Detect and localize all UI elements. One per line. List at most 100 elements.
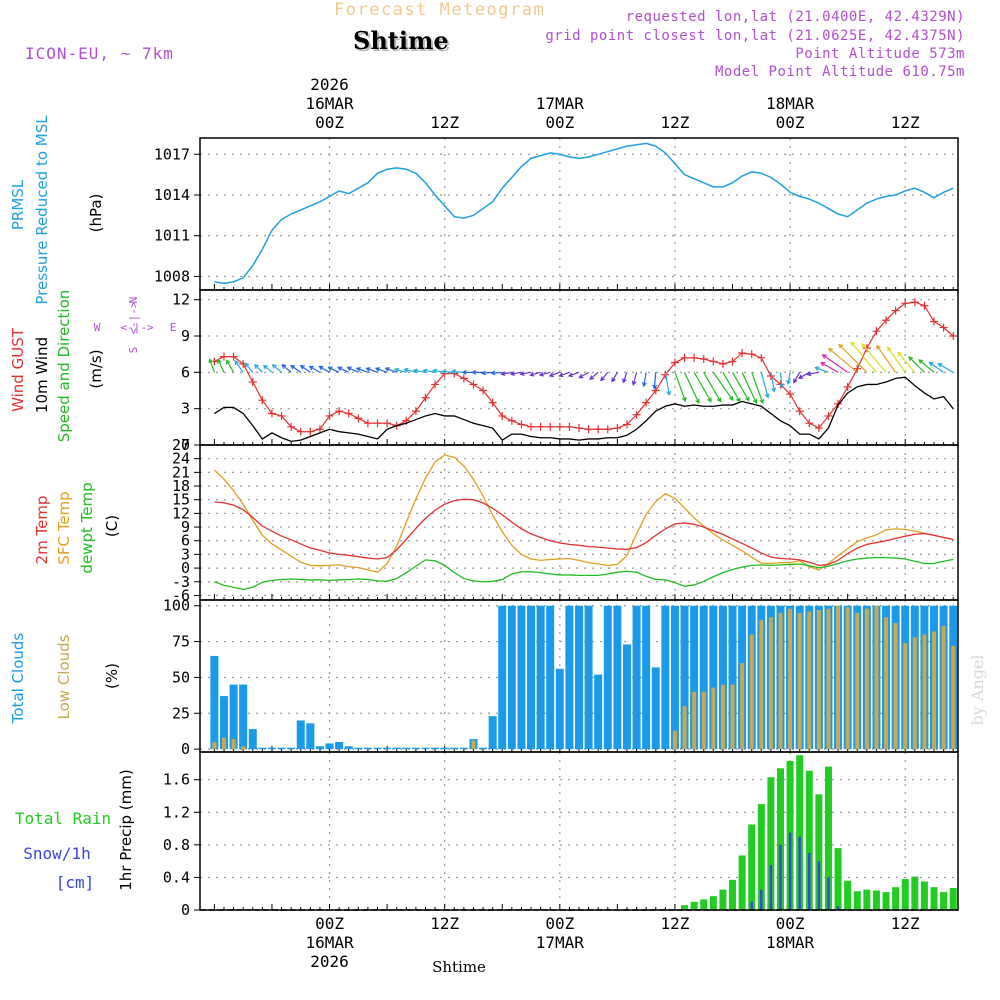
gust-marker: [747, 350, 756, 359]
gust-marker: [853, 364, 862, 373]
total-cloud-bar: [680, 605, 689, 750]
total-cloud-bar: [690, 605, 699, 750]
wind-direction-arrow: [664, 372, 672, 396]
rain-bar: [815, 794, 823, 910]
wind-direction-arrow: [308, 365, 321, 373]
wind-direction-arrow: [786, 372, 792, 386]
location-title: Shtime: [353, 26, 449, 55]
gust-marker: [383, 419, 392, 428]
wind-direction-arrow: [393, 367, 407, 373]
snow-label: Snow/1h: [23, 844, 90, 863]
gust-marker: [814, 424, 823, 433]
low-cloud-bar: [221, 737, 226, 750]
gust-marker: [699, 355, 708, 364]
rain-bar: [853, 891, 861, 910]
gust-marker: [862, 344, 871, 353]
bottom-time-label: 12Z: [430, 914, 459, 933]
wind-direction-arrow: [731, 372, 750, 402]
y-tick-label: 24: [172, 450, 190, 468]
wind-direction-arrow: [299, 364, 311, 373]
bottom-time-label: 12Z: [660, 914, 689, 933]
clouds-unit: (%): [103, 663, 121, 689]
gust-marker: [622, 420, 631, 429]
pressure-line: [214, 142, 954, 284]
panel-2: 0 3 6 9 12: [172, 290, 958, 454]
wind-direction-arrow: [652, 372, 658, 390]
gust-marker: [872, 327, 881, 336]
gust-marker: [267, 409, 276, 418]
low-cloud-bar: [826, 608, 831, 750]
bottom-time-label: 00Z: [776, 914, 805, 933]
rain-bar: [940, 892, 948, 910]
gust-marker: [306, 427, 315, 436]
snow-bar: [760, 889, 763, 910]
rain-bar: [700, 899, 708, 910]
rain-bar: [863, 889, 871, 910]
rain-bar: [796, 755, 804, 910]
compass-s: S: [127, 347, 140, 354]
gust-marker: [335, 407, 344, 416]
pressure-unit: (hPa): [87, 194, 105, 233]
total-cloud-bar: [421, 747, 430, 750]
compass-w: W: [94, 321, 101, 334]
wind-direction-arrow: [578, 371, 589, 379]
wind-direction-arrow: [271, 364, 282, 373]
footer-location: Shtime: [432, 958, 486, 976]
gust-marker: [277, 411, 286, 420]
gust-marker: [507, 416, 516, 425]
dewpoint-line: [214, 556, 954, 591]
wind-direction-arrow: [490, 370, 503, 376]
low-cloud-bar: [816, 610, 821, 750]
total-cloud-bar: [210, 655, 219, 750]
wind-direction-arrow: [281, 364, 292, 373]
snow-bar: [827, 877, 830, 910]
requested-coords: requested lon,lat (21.0400E, 42.4329N): [625, 9, 965, 25]
y-tick-label: 1.2: [163, 803, 190, 821]
wind-direction-arrow: [262, 364, 273, 373]
low-cloud-bar: [912, 637, 917, 750]
bottom-time-label: 18MAR: [766, 933, 815, 952]
y-tick-label: -6: [172, 586, 190, 604]
gust-marker: [479, 386, 488, 395]
wind-direction-arrow: [751, 372, 765, 405]
total-cloud-bar: [440, 747, 449, 750]
wind-direction-arrow: [234, 359, 244, 373]
wind-direction-arrow: [770, 372, 777, 393]
total-cloud-bar: [536, 605, 545, 750]
total-cloud-bar: [306, 723, 315, 750]
gust-marker: [248, 378, 257, 387]
low-cloud-bar: [778, 612, 783, 750]
total-cloud-bar: [277, 747, 286, 750]
rain-bar: [882, 892, 890, 910]
wind-direction-arrow: [827, 347, 858, 373]
total-cloud-bar: [373, 747, 382, 750]
gust-marker: [920, 301, 929, 310]
total-cloud-bar: [229, 684, 238, 750]
total-cloud-bar: [459, 747, 468, 750]
total-cloud-bar: [661, 605, 670, 750]
total-cloud-bar: [517, 605, 526, 750]
wind-direction-arrow: [244, 362, 254, 373]
low-clouds-label: Low Clouds: [55, 634, 73, 719]
gust-marker: [488, 398, 497, 407]
compass-e: E: [170, 321, 177, 334]
wind-direction-arrow: [600, 371, 609, 382]
wind-direction-arrow: [641, 372, 647, 388]
total-clouds-label: Total Clouds: [9, 633, 27, 725]
total-cloud-bar: [546, 605, 555, 750]
rain-bar: [748, 824, 756, 910]
pressure-label: PRMSL: [9, 179, 27, 230]
panel-1: 1008 1011 1014 1017: [154, 138, 958, 290]
forecast-title: Forecast Meteogram: [334, 0, 546, 20]
panel-border: [199, 289, 959, 446]
low-cloud-bar: [759, 620, 764, 750]
gust-marker: [843, 382, 852, 391]
gust-marker: [930, 317, 939, 326]
gust-marker: [517, 420, 526, 429]
gust-marker: [459, 374, 468, 383]
total-cloud-bar: [728, 605, 737, 750]
gust-marker: [469, 380, 478, 389]
total-cloud-bar: [613, 605, 622, 750]
panel-border: [199, 751, 959, 911]
y-tick-label: 0: [181, 559, 190, 577]
